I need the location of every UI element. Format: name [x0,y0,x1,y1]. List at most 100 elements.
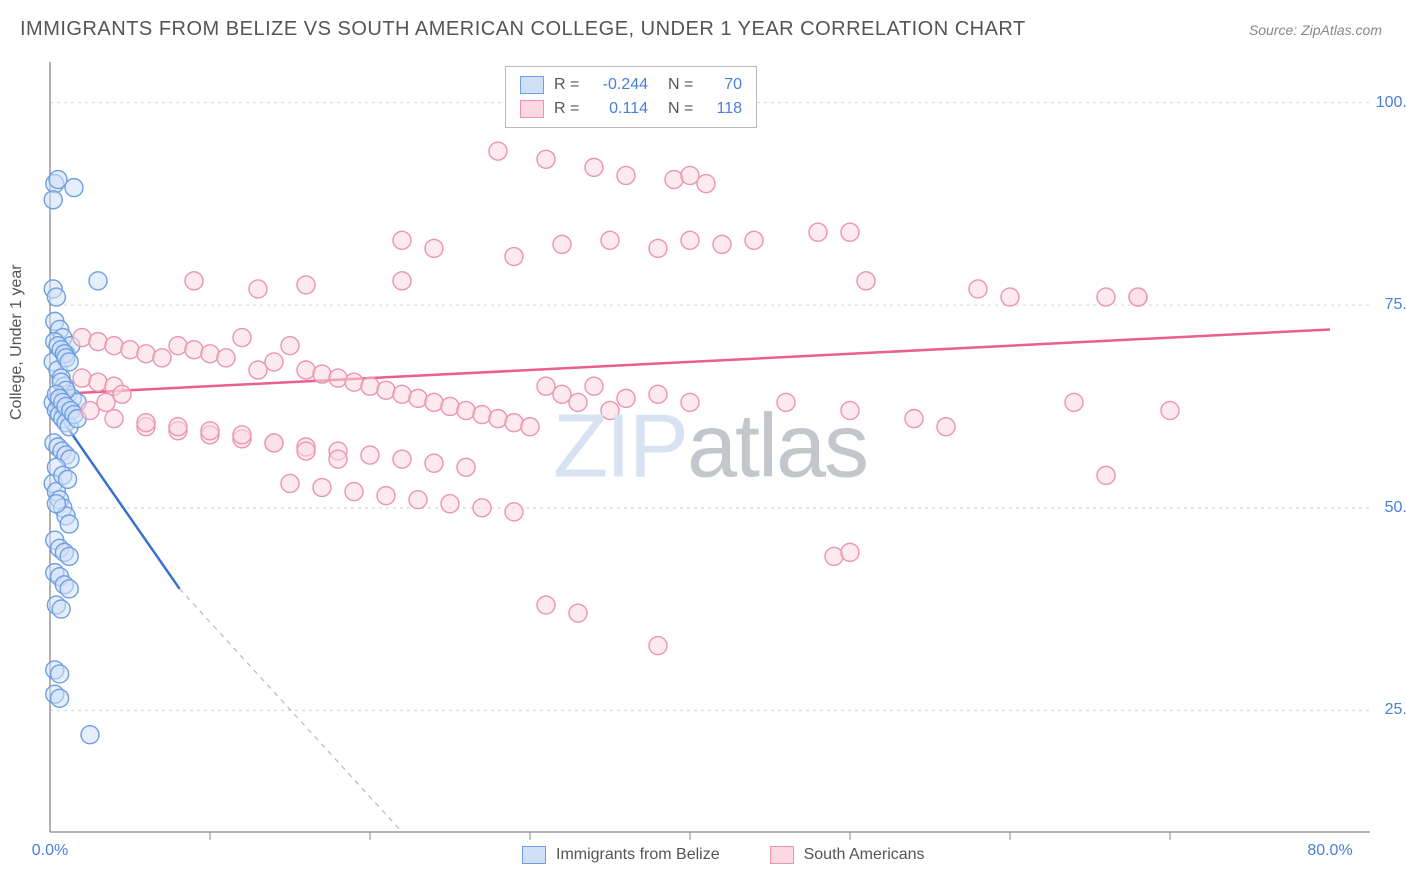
data-point [505,414,523,432]
data-point [113,385,131,403]
data-point [297,276,315,294]
data-point [97,393,115,411]
data-point [73,329,91,347]
data-point [153,349,171,367]
data-point [537,596,555,614]
data-point [857,272,875,290]
data-point [297,361,315,379]
scatter-chart [50,62,1370,832]
data-point [329,450,347,468]
data-point [233,329,251,347]
data-point [313,479,331,497]
data-point [425,239,443,257]
data-point [649,385,667,403]
chart-title: IMMIGRANTS FROM BELIZE VS SOUTH AMERICAN… [20,18,1026,41]
data-point [841,223,859,241]
data-point [425,393,443,411]
data-point [489,410,507,428]
legend-swatch [770,846,794,864]
data-point [361,377,379,395]
data-point [569,604,587,622]
data-point [441,397,459,415]
correlation-legend: R =-0.244N =70R =0.114N =118 [505,66,757,128]
data-point [137,414,155,432]
data-point [47,288,65,306]
legend-row: R =-0.244N =70 [520,73,742,97]
data-point [841,402,859,420]
data-point [121,341,139,359]
data-point [1097,466,1115,484]
data-point [585,158,603,176]
legend-r-label: R = [554,73,584,97]
legend-r-value: -0.244 [594,73,648,97]
data-point [409,491,427,509]
data-point [201,422,219,440]
data-point [201,345,219,363]
data-point [377,487,395,505]
legend-swatch [522,846,546,864]
data-point [51,689,69,707]
data-point [44,191,62,209]
data-point [393,450,411,468]
data-point [457,458,475,476]
data-point [649,637,667,655]
data-point [905,410,923,428]
legend-r-value: 0.114 [594,97,648,121]
data-point [51,665,69,683]
data-point [489,142,507,160]
data-point [169,337,187,355]
data-point [59,470,77,488]
data-point [89,373,107,391]
data-point [81,402,99,420]
data-point [601,231,619,249]
data-point [521,418,539,436]
data-point [601,402,619,420]
data-point [81,726,99,744]
data-point [297,442,315,460]
legend-item: South Americans [770,846,925,864]
legend-n-value: 70 [708,73,742,97]
data-point [185,341,203,359]
data-point [249,361,267,379]
data-point [361,446,379,464]
data-point [425,454,443,472]
y-tick-label: 50.0% [1385,499,1406,517]
legend-n-label: N = [668,97,698,121]
data-point [185,272,203,290]
data-point [393,231,411,249]
data-point [393,385,411,403]
legend-n-value: 118 [708,97,742,121]
y-tick-label: 100.0% [1376,94,1406,112]
data-point [60,353,78,371]
y-tick-label: 75.0% [1385,296,1406,314]
legend-series-name: South Americans [804,846,925,864]
data-point [169,418,187,436]
data-point [649,239,667,257]
data-point [825,547,843,565]
data-point [537,150,555,168]
data-point [937,418,955,436]
data-point [281,337,299,355]
data-point [665,171,683,189]
data-point [1001,288,1019,306]
data-point [777,393,795,411]
data-point [697,175,715,193]
legend-series-name: Immigrants from Belize [556,846,720,864]
data-point [681,231,699,249]
data-point [249,280,267,298]
data-point [105,410,123,428]
data-point [841,543,859,561]
data-point [49,171,67,189]
data-point [681,393,699,411]
data-point [137,345,155,363]
data-point [65,179,83,197]
data-point [1065,393,1083,411]
data-point [329,369,347,387]
data-point [457,402,475,420]
data-point [217,349,235,367]
data-point [569,393,587,411]
data-point [60,580,78,598]
legend-swatch [520,100,544,118]
data-point [585,377,603,395]
data-point [617,389,635,407]
